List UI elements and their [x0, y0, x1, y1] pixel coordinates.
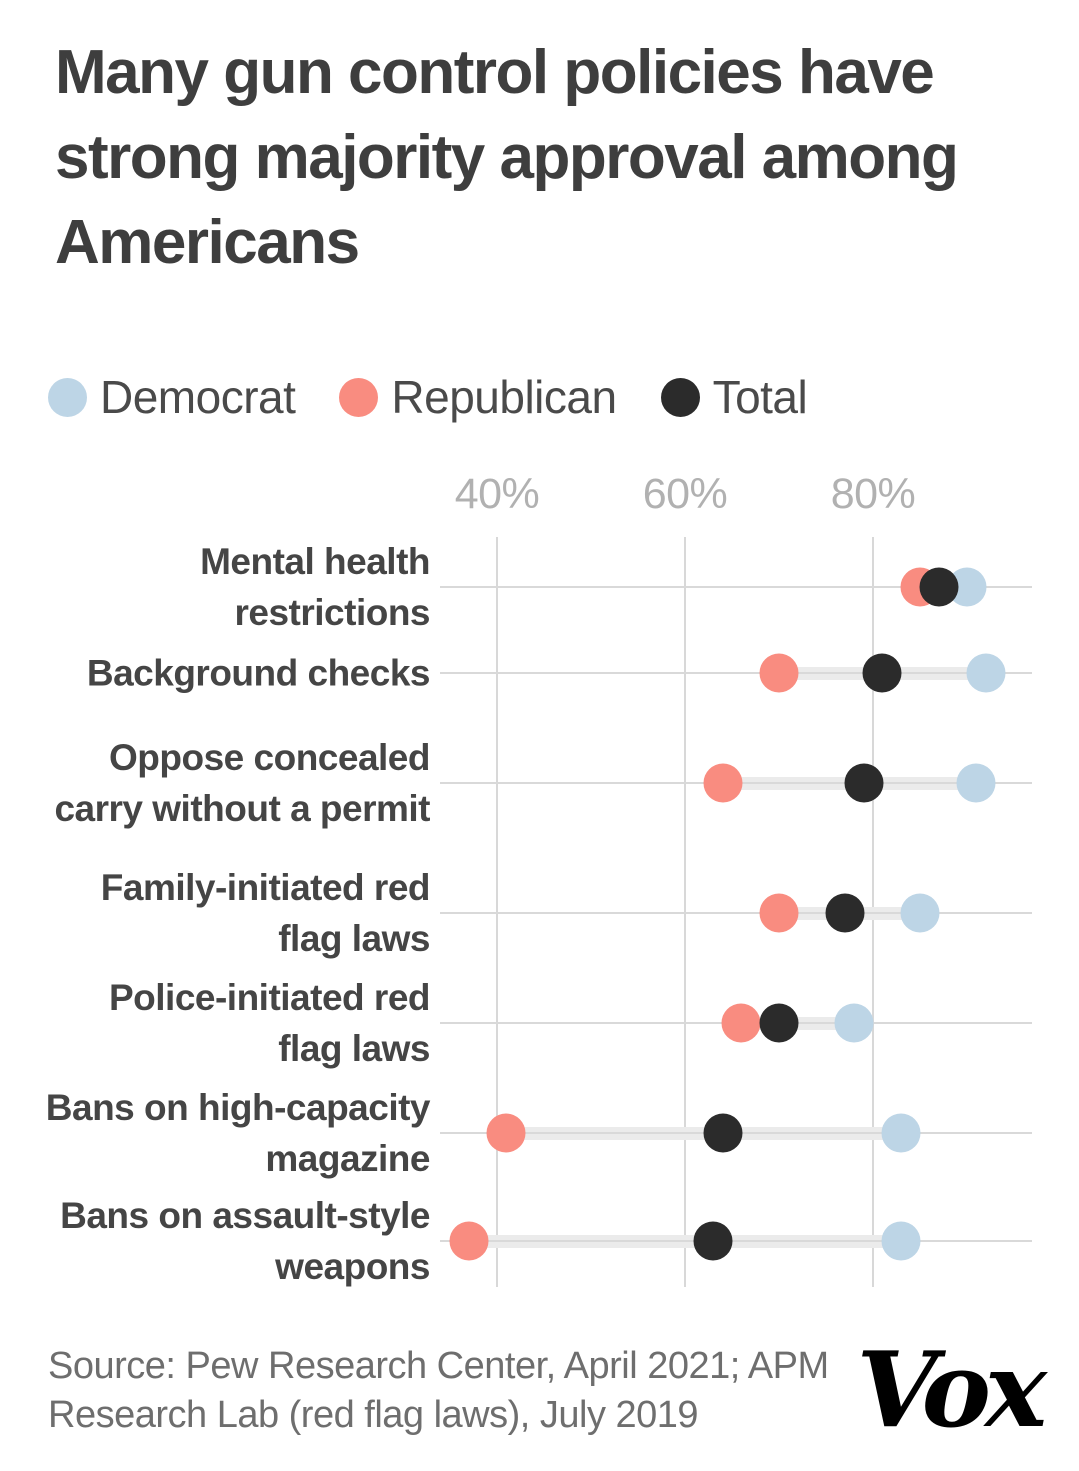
data-dot-total: [919, 567, 959, 607]
category-label: Background checks: [86, 652, 431, 694]
legend-label-total: Total: [712, 371, 808, 423]
legend: Democrat Republican Total: [48, 370, 808, 424]
data-dot-democrat: [881, 1221, 921, 1261]
data-dot-democrat: [834, 1003, 874, 1043]
data-dot-total: [844, 763, 884, 803]
category-label: Police-initiated red flag laws: [108, 977, 431, 1069]
category-label: Family-initiated red flag laws: [100, 867, 431, 959]
row-gridline: [440, 912, 1032, 914]
total-dot-icon: [660, 377, 700, 417]
category-label: Oppose concealed carry without a permit: [54, 737, 430, 829]
chart-title: Many gun control policies have strong ma…: [55, 38, 959, 277]
data-dot-total: [759, 1003, 799, 1043]
data-dot-total: [862, 653, 902, 693]
data-dot-democrat: [900, 893, 940, 933]
data-dot-republican: [721, 1003, 761, 1043]
legend-item-total: Total: [660, 370, 808, 424]
legend-label-republican: Republican: [391, 371, 617, 423]
data-dot-total: [703, 1113, 743, 1153]
x-axis-tick-label: 60%: [642, 470, 728, 518]
legend-item-republican: Republican: [339, 370, 617, 424]
category-label: Mental health restrictions: [200, 541, 430, 633]
data-dot-total: [825, 893, 865, 933]
data-dot-republican: [759, 653, 799, 693]
x-axis-tick-label: 40%: [454, 470, 540, 518]
row-gridline: [440, 586, 1032, 588]
legend-label-democrat: Democrat: [100, 371, 296, 423]
data-dot-democrat: [956, 763, 996, 803]
row-gridline: [440, 1240, 1032, 1242]
vox-logo: Vox: [856, 1328, 1046, 1451]
category-label: Bans on high-capacity magazine: [45, 1087, 431, 1179]
category-label: Bans on assault-style weapons: [60, 1195, 430, 1287]
chart: 40% 60% 80% Mental health restrictions Backg…: [0, 460, 1079, 1305]
data-dot-democrat: [881, 1113, 921, 1153]
x-axis-tick-label: 80%: [830, 470, 916, 518]
republican-dot-icon: [339, 377, 379, 417]
democrat-dot-icon: [48, 377, 87, 417]
row-gridline: [440, 672, 1032, 674]
data-dot-democrat: [966, 653, 1006, 693]
data-dot-republican: [759, 893, 799, 933]
source-note: Source: Pew Research Center, April 2021;…: [48, 1345, 829, 1436]
data-dot-republican: [486, 1113, 526, 1153]
data-dot-total: [693, 1221, 733, 1261]
data-dot-republican: [449, 1221, 489, 1261]
legend-item-democrat: Democrat: [48, 370, 296, 424]
data-dot-republican: [703, 763, 743, 803]
